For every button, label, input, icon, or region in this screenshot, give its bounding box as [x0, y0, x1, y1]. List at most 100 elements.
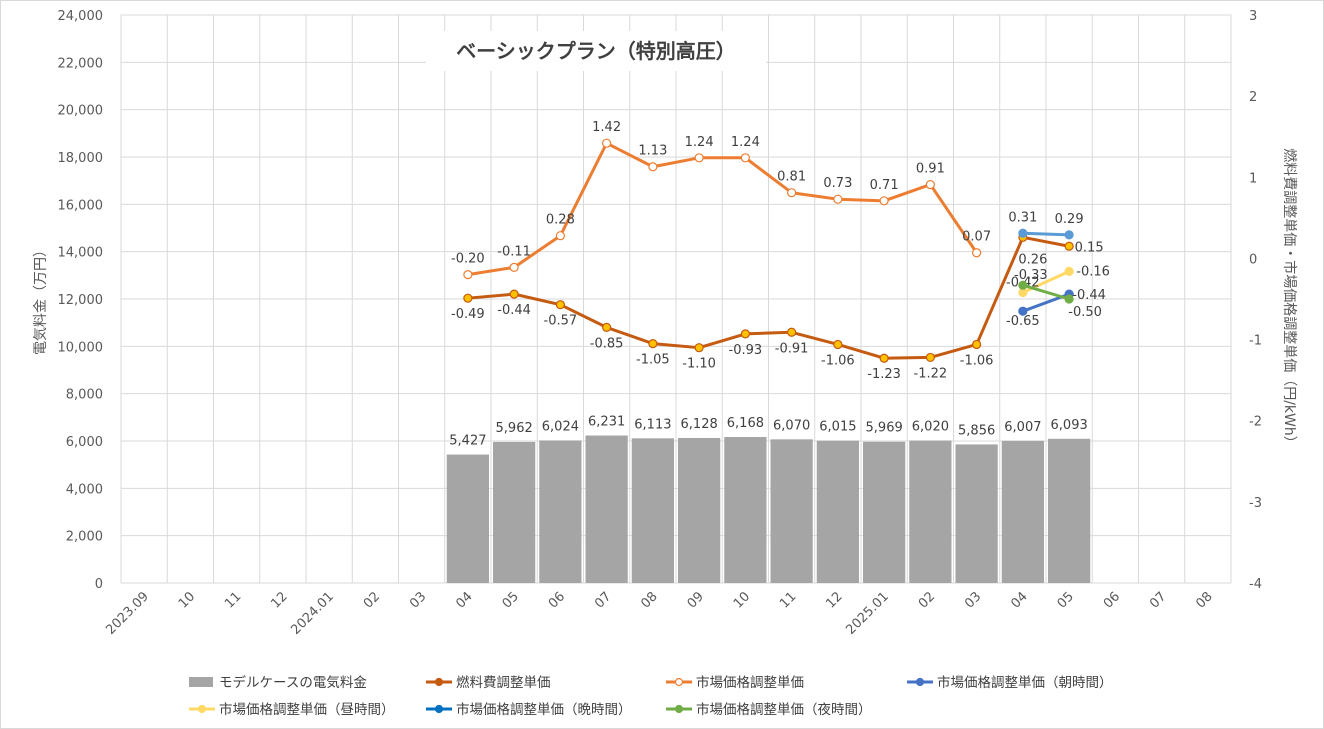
legend-swatch-marker: [915, 677, 925, 687]
x-tick-label: 03: [407, 589, 429, 611]
line-data-label: -0.16: [1076, 264, 1110, 279]
line-data-label: -0.33: [1014, 268, 1048, 283]
line-data-label: 0.07: [962, 230, 991, 245]
y-left-tick-label: 22,000: [58, 56, 104, 71]
data-point: [555, 300, 565, 310]
legend-entry-label: モデルケースの電気料金: [219, 674, 367, 691]
legend-swatch-marker: [674, 677, 684, 687]
x-tick-label: 06: [1101, 589, 1123, 611]
x-tick-label: 04: [1008, 589, 1030, 611]
x-tick-label: 04: [453, 589, 475, 611]
x-tick-label: 2023.09: [103, 589, 152, 638]
bar: [816, 440, 859, 583]
x-tick-label: 12: [823, 589, 845, 611]
data-point: [694, 153, 704, 163]
data-point: [555, 231, 565, 241]
x-tick-label: 02: [916, 589, 938, 611]
line-data-label: -0.44: [1072, 288, 1106, 303]
bar: [1001, 440, 1044, 583]
bar-data-label: 6,113: [634, 417, 671, 432]
line-data-label: 0.81: [777, 170, 806, 185]
line-data-label: -0.91: [775, 341, 809, 356]
bar-data-label: 6,168: [727, 416, 764, 431]
line-data-label: 0.91: [916, 162, 945, 177]
bar-data-label: 6,128: [681, 417, 718, 432]
line-data-label: -0.65: [1006, 314, 1040, 329]
bar: [585, 435, 628, 583]
legend-swatch-marker: [434, 677, 444, 687]
x-tick-label: 12: [268, 589, 290, 611]
data-point: [602, 322, 612, 332]
y-left-tick-label: 12,000: [58, 293, 104, 308]
x-tick-label: 08: [638, 589, 660, 611]
y-left-axis-title: 電気料金（万円）: [33, 243, 49, 355]
bar: [678, 437, 721, 583]
x-tick-label: 2024.01: [288, 589, 337, 638]
data-point: [648, 162, 658, 172]
line-data-label: 0.26: [1018, 252, 1047, 267]
bar: [539, 440, 582, 583]
line-data-label: 1.24: [731, 135, 760, 150]
line-data-label: -0.50: [1068, 305, 1102, 320]
bar-data-label: 6,070: [773, 418, 810, 433]
data-point: [1018, 280, 1028, 290]
y-left-tick-label: 18,000: [58, 151, 104, 166]
y-right-axis-title: 燃料費調整単価・市場価格調整単価（円/kWh）: [1281, 148, 1298, 450]
data-point: [1064, 294, 1074, 304]
x-tick-label: 06: [546, 589, 568, 611]
bar-data-label: 6,015: [819, 420, 856, 435]
line-data-label: -1.23: [867, 367, 901, 382]
data-point: [509, 262, 519, 272]
y-right-tick-label: 2: [1249, 90, 1257, 105]
x-tick-label: 07: [592, 589, 614, 611]
legend-swatch-marker: [434, 704, 444, 714]
data-point: [740, 153, 750, 163]
data-point: [1018, 228, 1028, 238]
line-data-label: 1.42: [592, 120, 621, 135]
data-point: [509, 289, 519, 299]
data-point: [787, 327, 797, 337]
line-data-label: -0.85: [590, 336, 624, 351]
x-tick-label: 11: [222, 589, 244, 611]
bar: [1048, 438, 1091, 583]
line-data-label: -0.93: [729, 343, 763, 358]
data-point: [1064, 230, 1074, 240]
data-point: [972, 339, 982, 350]
x-tick-label: 10: [731, 589, 753, 611]
data-point: [463, 293, 473, 303]
legend-swatch-marker: [197, 704, 207, 714]
bar: [955, 444, 998, 583]
bar-data-label: 6,024: [542, 419, 579, 434]
y-right-tick-label: -4: [1249, 577, 1262, 592]
data-point: [1064, 266, 1074, 277]
x-tick-label: 10: [176, 589, 198, 611]
data-point: [463, 270, 473, 280]
data-point: [694, 343, 704, 353]
data-point: [972, 248, 982, 258]
bar: [909, 440, 952, 583]
y-left-tick-label: 20,000: [58, 104, 104, 119]
data-point: [833, 194, 843, 204]
data-point: [879, 353, 889, 363]
y-left-tick-label: 8,000: [66, 388, 103, 403]
y-right-tick-label: 1: [1249, 171, 1257, 186]
y-left-tick-label: 4,000: [66, 482, 103, 497]
legend-swatch: [189, 677, 213, 687]
legend-entry-label: 市場価格調整単価: [696, 674, 804, 691]
series-line: [1022, 231, 1070, 237]
bar-data-label: 5,427: [449, 434, 486, 449]
legend-entry-label: 市場価格調整単価（昼時間）: [219, 701, 395, 718]
data-point: [787, 188, 797, 198]
legend-entry-label: 市場価格調整単価（夜時間）: [696, 701, 872, 718]
y-left-tick-label: 10,000: [58, 340, 104, 355]
line-data-label: -0.20: [451, 252, 485, 267]
line-data-label: -0.49: [451, 307, 485, 322]
y-right-tick-label: -3: [1249, 496, 1262, 511]
line-data-label: 0.73: [823, 176, 852, 191]
data-point: [833, 339, 843, 350]
line-data-label: -1.06: [821, 353, 855, 368]
series-line: [467, 235, 1070, 360]
data-point: [925, 352, 935, 363]
